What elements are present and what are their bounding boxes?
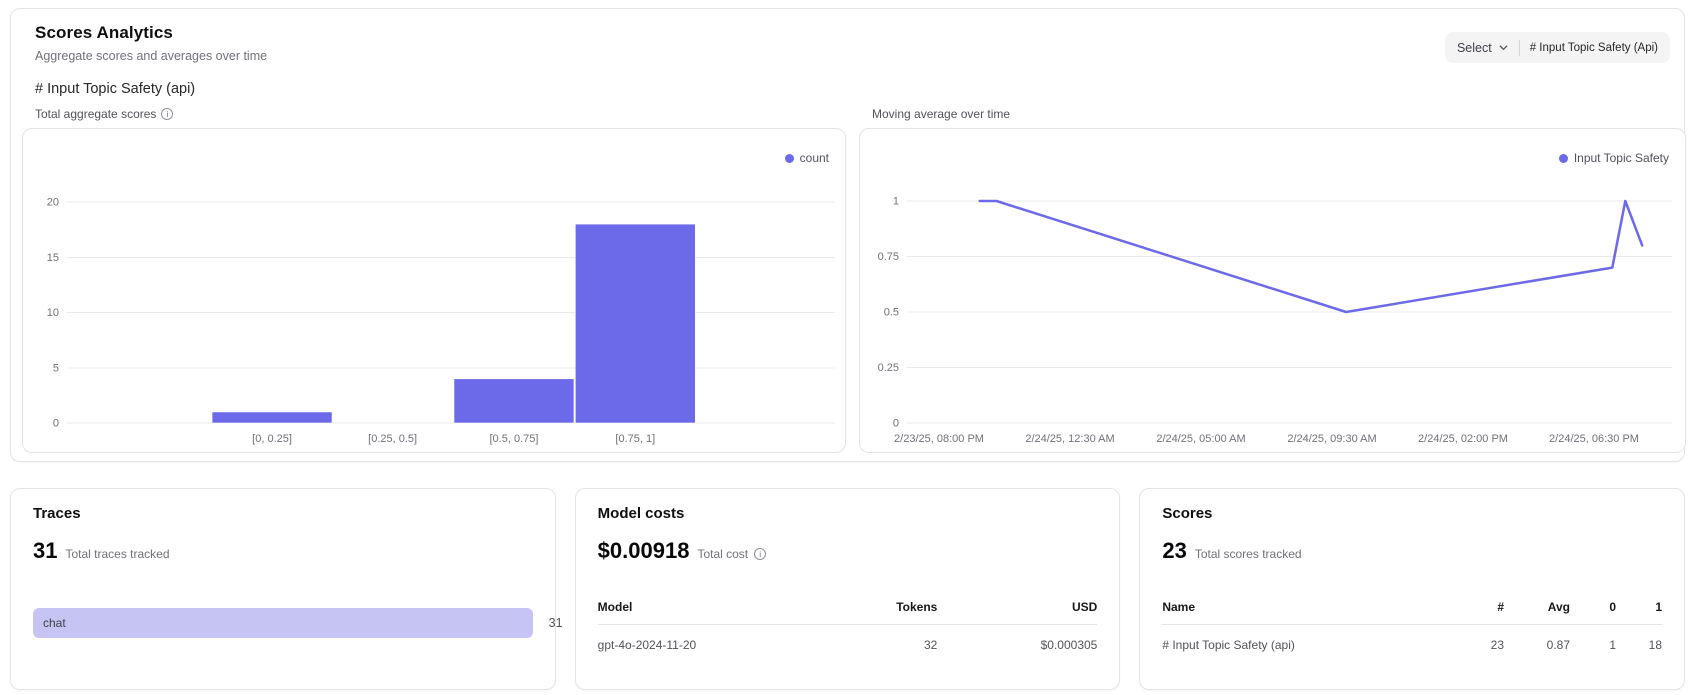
selected-score-filter[interactable]: # Input Topic Safety (Api) <box>1529 41 1658 54</box>
model-costs-total-label-text: Total cost <box>697 547 749 561</box>
column-header-model: Model <box>597 600 633 614</box>
model-costs-total-label: Total cost i <box>697 547 767 561</box>
scores-card-title: Scores <box>1162 505 1213 522</box>
x-tick-label: 2/24/25, 12:30 AM <box>1025 433 1114 445</box>
scores-total-label: Total scores tracked <box>1194 547 1302 561</box>
moving-average-line <box>978 199 1644 314</box>
select-dropdown-label: Select <box>1456 40 1492 55</box>
y-tick-label: 0 <box>53 418 59 430</box>
tokens-cell: 32 <box>923 638 938 652</box>
traces-total-label: Total traces tracked <box>65 547 170 561</box>
model-costs-table: Model Tokens USD gpt-4o-2024-11-20 32 $0… <box>597 600 1098 652</box>
moving-average-chart-label: Moving average over time <box>872 107 1686 121</box>
x-tick-label: [0.5, 0.75] <box>490 433 539 445</box>
scores-card: Scores 23 Total scores tracked Name # Av… <box>1139 488 1686 690</box>
model-costs-card: Model costs $0.00918 Total cost i Model … <box>574 488 1121 690</box>
moving-average-chart-title: Moving average over time <box>872 107 1011 121</box>
model-costs-table-header: Model Tokens USD <box>597 600 1098 625</box>
score-count-cell: 23 <box>1490 638 1505 652</box>
y-tick-label: 0.25 <box>878 362 899 374</box>
line-chart-svg[interactable]: 0 0.25 0.5 0.75 1 2/23/25, 08:00 PM 2/24/25, 1… <box>860 129 1687 454</box>
column-header-zero: 0 <box>1609 600 1617 614</box>
aggregate-scores-chart-label: Total aggregate scores i <box>35 107 846 121</box>
column-header-count: # <box>1497 600 1505 614</box>
x-tick-label: [0.75, 1] <box>615 433 655 445</box>
scores-table: Name # Avg 0 1 # Input Topic Safety (api… <box>1162 600 1663 652</box>
moving-average-chart-section: Moving average over time 0 0.25 0.5 0.75 1 2/… <box>859 107 1686 453</box>
bar-chart-svg[interactable]: 0 5 10 15 20 [0, 0.25] [0.25, 0.5] [0.5, 0.75] [… <box>23 129 847 454</box>
charts-row: Total aggregate scores i 0 5 10 15 20 [0, 0.2… <box>11 107 1686 453</box>
line-chart-legend-label: Input Topic Safety <box>1573 151 1669 165</box>
x-tick-label: 2/24/25, 05:00 AM <box>1156 433 1245 445</box>
bar-chart-legend: count <box>784 151 829 165</box>
y-tick-label: 10 <box>47 307 59 319</box>
y-tick-label: 15 <box>47 252 59 264</box>
scores-table-header: Name # Avg 0 1 <box>1162 600 1663 625</box>
score-one-cell: 18 <box>1648 638 1663 652</box>
column-header-avg: Avg <box>1547 600 1571 614</box>
table-row: gpt-4o-2024-11-20 32 $0.000305 <box>598 625 1098 652</box>
chevron-down-icon <box>1499 45 1508 50</box>
page-subtitle: Aggregate scores and averages over time <box>35 49 268 63</box>
model-costs-card-title: Model costs <box>597 505 685 522</box>
trace-name-bar-row: chat 31 <box>33 608 563 638</box>
trace-name-bar: chat <box>33 608 533 638</box>
scores-total: 23 <box>1162 538 1187 563</box>
y-tick-label: 5 <box>53 362 59 374</box>
x-tick-label: [0, 0.25] <box>252 433 292 445</box>
y-tick-label: 0 <box>893 418 899 430</box>
column-header-name: Name <box>1162 600 1196 614</box>
model-name-cell: gpt-4o-2024-11-20 <box>597 638 697 652</box>
score-avg-cell: 0.87 <box>1546 638 1571 652</box>
traces-total: 31 <box>33 538 58 563</box>
model-costs-total: $0.00918 <box>597 538 690 563</box>
score-section-title: # Input Topic Safety (api) <box>35 81 196 97</box>
score-filter-group[interactable]: Select # Input Topic Safety (Api) <box>1444 32 1670 63</box>
line-chart-legend: Input Topic Safety <box>1558 151 1669 165</box>
bar-chart-legend-label: count <box>799 151 829 165</box>
summary-cards-row: Traces 31 Total traces tracked chat 31 M… <box>10 488 1686 690</box>
y-tick-label: 20 <box>47 197 59 209</box>
trace-count-value: 31 <box>548 616 563 630</box>
scores-analytics-card: Scores Analytics Aggregate scores and av… <box>10 8 1686 462</box>
info-icon[interactable]: i <box>754 548 767 560</box>
column-header-one: 1 <box>1655 600 1663 614</box>
aggregate-scores-bar-chart: 0 5 10 15 20 [0, 0.25] [0.25, 0.5] [0.5, 0.75] [… <box>22 128 846 453</box>
x-tick-label: [0.25, 0.5] <box>368 433 417 445</box>
bar-0 <box>211 411 333 424</box>
x-tick-label: 2/24/25, 09:30 AM <box>1287 433 1376 445</box>
x-tick-label: 2/24/25, 02:00 PM <box>1418 433 1508 445</box>
aggregate-scores-chart-title: Total aggregate scores <box>35 107 157 121</box>
bar-3 <box>575 223 696 424</box>
y-tick-label: 0.75 <box>878 251 899 263</box>
y-tick-label: 0.5 <box>884 307 899 319</box>
score-name-cell: # Input Topic Safety (api) <box>1162 638 1295 652</box>
aggregate-scores-chart-section: Total aggregate scores i 0 5 10 15 20 [0, 0.2… <box>22 107 846 453</box>
usd-cell: $0.000305 <box>1040 638 1098 652</box>
info-icon[interactable]: i <box>161 108 174 120</box>
legend-dot-icon <box>1558 153 1568 163</box>
y-tick-label: 1 <box>893 196 899 208</box>
x-tick-label: 2/24/25, 06:30 PM <box>1549 433 1639 445</box>
score-zero-cell: 1 <box>1609 638 1617 652</box>
select-divider <box>1518 39 1520 56</box>
page-title: Scores Analytics <box>35 23 173 42</box>
select-dropdown-button[interactable]: Select <box>1457 41 1509 55</box>
x-tick-label: 2/23/25, 08:00 PM <box>894 433 984 445</box>
column-header-usd: USD <box>1072 600 1098 614</box>
traces-card: Traces 31 Total traces tracked chat 31 <box>10 488 563 690</box>
bar-2 <box>453 378 575 424</box>
traces-card-title: Traces <box>33 505 81 522</box>
moving-average-line-chart: 0 0.25 0.5 0.75 1 2/23/25, 08:00 PM 2/24/25, 1… <box>859 128 1686 453</box>
legend-dot-icon <box>784 153 794 163</box>
table-row: # Input Topic Safety (api) 23 0.87 1 18 <box>1162 625 1662 652</box>
trace-name-label: chat <box>43 616 66 630</box>
column-header-tokens: Tokens <box>896 600 938 614</box>
